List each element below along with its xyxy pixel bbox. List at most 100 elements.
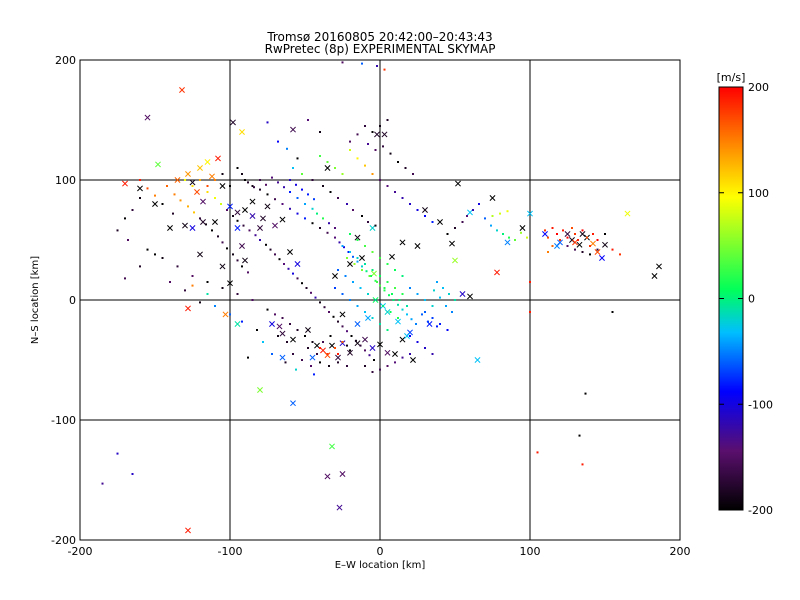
- data-point: [116, 452, 119, 455]
- data-point: [337, 361, 339, 364]
- data-point-x: [234, 209, 241, 216]
- data-point: [154, 194, 156, 197]
- data-point-x: [279, 330, 286, 337]
- data-point: [376, 281, 378, 283]
- data-point: [311, 341, 314, 343]
- data-point: [349, 233, 351, 235]
- data-point: [292, 353, 294, 355]
- data-point: [326, 231, 329, 234]
- data-point: [161, 203, 164, 205]
- data-point-x: [590, 240, 596, 247]
- data-point: [337, 320, 339, 323]
- data-point: [451, 311, 453, 313]
- data-point: [226, 209, 228, 211]
- data-point: [386, 263, 389, 265]
- data-point: [346, 257, 348, 259]
- colorbar-tick-label: -100: [748, 398, 773, 411]
- data-point-x: [279, 216, 286, 223]
- data-point: [448, 293, 450, 295]
- data-point: [520, 231, 522, 234]
- data-point: [289, 323, 291, 325]
- data-point: [319, 301, 321, 304]
- data-point: [431, 317, 434, 319]
- data-point-x: [212, 219, 218, 225]
- data-point: [424, 299, 426, 301]
- data-point: [295, 368, 297, 371]
- data-point: [514, 239, 516, 241]
- y-tick-label: 100: [55, 174, 76, 187]
- data-point: [332, 315, 335, 318]
- data-point: [116, 229, 119, 232]
- data-point: [292, 272, 294, 275]
- data-point-x: [320, 347, 326, 354]
- data-point: [271, 353, 273, 355]
- data-point-x: [542, 231, 548, 237]
- data-point: [326, 353, 329, 355]
- data-point: [296, 329, 299, 331]
- data-point: [578, 434, 581, 437]
- data-point: [323, 306, 326, 309]
- data-point: [391, 293, 393, 295]
- data-point: [184, 179, 186, 181]
- data-point-x: [365, 315, 371, 321]
- data-point: [496, 229, 498, 232]
- colorbar-tick-label: 200: [748, 81, 769, 94]
- data-point-x: [602, 241, 608, 248]
- data-point: [161, 257, 164, 259]
- data-point: [296, 197, 299, 199]
- data-point-x: [422, 207, 428, 213]
- data-point-x: [144, 114, 151, 121]
- data-point: [221, 173, 224, 175]
- data-point-x: [392, 351, 398, 357]
- data-point: [566, 245, 569, 247]
- data-point-x: [377, 341, 383, 348]
- data-point: [349, 349, 351, 352]
- data-point: [206, 293, 209, 295]
- data-point: [364, 263, 366, 265]
- data-point-x: [194, 189, 200, 195]
- data-point-x: [314, 342, 320, 349]
- data-point: [424, 311, 426, 313]
- data-point: [409, 335, 411, 337]
- data-point: [247, 181, 249, 184]
- data-point: [355, 339, 357, 342]
- data-point: [566, 236, 569, 239]
- data-point: [131, 209, 134, 211]
- data-point: [191, 284, 194, 287]
- data-point: [368, 354, 371, 357]
- data-point: [442, 287, 444, 289]
- data-point: [172, 212, 174, 215]
- data-point: [388, 294, 390, 297]
- data-point: [206, 191, 209, 193]
- data-point: [446, 233, 449, 235]
- data-point: [604, 233, 606, 235]
- data-point: [310, 291, 312, 294]
- data-point: [316, 212, 318, 215]
- data-point-x: [279, 354, 286, 361]
- data-point: [277, 181, 279, 184]
- data-point: [353, 263, 356, 265]
- data-point: [421, 313, 423, 316]
- data-point: [287, 267, 290, 270]
- data-point: [506, 210, 509, 213]
- data-point: [304, 203, 306, 205]
- data-point: [313, 198, 315, 201]
- data-point: [359, 344, 362, 347]
- data-point: [236, 259, 239, 262]
- data-point: [329, 335, 332, 337]
- data-point: [259, 179, 261, 181]
- data-point: [101, 482, 104, 485]
- data-point: [232, 215, 234, 217]
- data-point: [371, 317, 374, 319]
- data-point: [379, 179, 381, 181]
- data-point: [589, 253, 591, 256]
- data-point-x: [242, 207, 248, 213]
- data-point: [214, 179, 216, 181]
- data-point: [571, 227, 573, 229]
- data-point: [356, 257, 359, 259]
- data-point: [361, 62, 363, 65]
- data-point-x: [200, 219, 206, 225]
- data-point: [206, 185, 209, 187]
- y-tick-label: -100: [51, 414, 76, 427]
- data-point: [371, 131, 374, 133]
